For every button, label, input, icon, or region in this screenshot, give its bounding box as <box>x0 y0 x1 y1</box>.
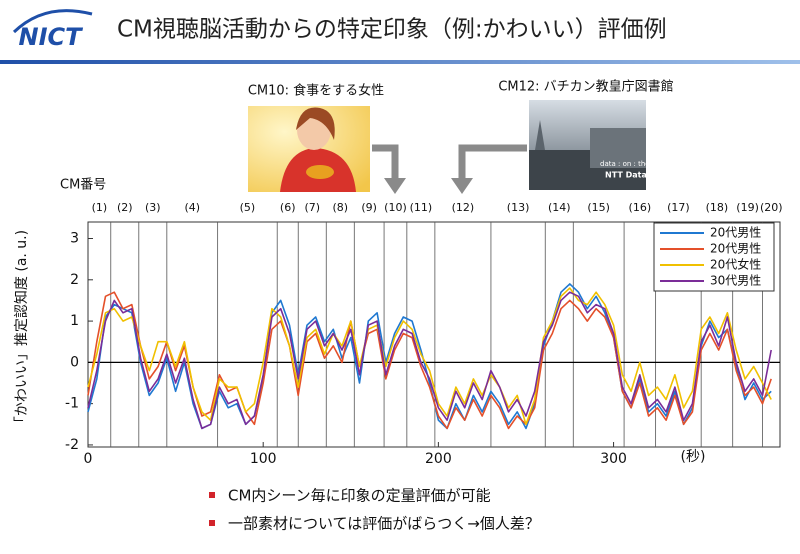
logo: NICT <box>19 23 84 51</box>
image-caption: CM10: 食事をする女性 <box>248 83 384 99</box>
legend-label: 20代男性 <box>710 242 761 256</box>
series-line <box>87 287 772 426</box>
y-axis-label: 「かわいい」推定認知度 (a. u.) <box>13 230 30 430</box>
segment-label: (1) <box>92 201 108 214</box>
legend-label: 20代女性 <box>710 257 761 272</box>
segment-label: (12) <box>452 201 475 214</box>
segment-label: (5) <box>240 201 256 214</box>
segment-label: (18) <box>706 201 729 214</box>
legend-label: 30代男性 <box>710 274 761 288</box>
arrow-head <box>384 178 406 194</box>
image-text: data : on : the future <box>600 160 673 168</box>
segment-label: (7) <box>304 201 320 214</box>
series-line <box>87 291 772 430</box>
header-title: CM視聴脳活動からの特定印象（例:かわいい）評価例 <box>117 17 667 43</box>
series-line <box>87 291 772 430</box>
logo-swoosh <box>12 9 93 34</box>
segment-label: (13) <box>507 201 530 214</box>
segment-label: (3) <box>145 201 161 214</box>
segment-label: (16) <box>629 201 652 214</box>
bullet-text: 一部素材については評価がばらつく→個人差？ <box>228 515 540 533</box>
y-tick-label: -1 <box>65 396 79 412</box>
segment-label: (10) <box>384 201 407 214</box>
segment-label: (2) <box>117 201 133 214</box>
segment-label: (20) <box>760 201 783 214</box>
segment-label: (6) <box>280 201 296 214</box>
image-caption: CM12: バチカン教皇庁図書館 <box>498 79 673 95</box>
x-tick-label: 100 <box>250 451 277 467</box>
header-rule <box>0 60 800 64</box>
y-tick-label: 0 <box>70 354 79 370</box>
legend-box <box>653 222 775 292</box>
arrow-head <box>451 178 473 194</box>
y-tick-label: 3 <box>70 231 79 247</box>
segment-label: (17) <box>667 201 690 214</box>
segment-label: (4) <box>184 201 200 214</box>
segment-title: CM番号 <box>60 178 106 193</box>
y-tick-label: 1 <box>70 313 79 329</box>
arrow <box>372 144 399 180</box>
x-tick-label: 200 <box>425 451 452 467</box>
plot-frame <box>87 221 781 448</box>
segment-label: (14) <box>548 201 571 214</box>
legend-label: 20代男性 <box>710 226 761 240</box>
arrow <box>458 144 527 180</box>
segment-label: (19) <box>736 201 759 214</box>
segment-label: (8) <box>332 201 348 214</box>
bullet-text: CM内シーン毎に印象の定量評価が可能 <box>228 487 491 505</box>
bullet-marker <box>209 492 215 498</box>
segment-label: (15) <box>587 201 610 214</box>
image-cm10 <box>248 106 370 192</box>
segment-label: (11) <box>410 201 433 214</box>
x-tick-label: 0 <box>84 451 93 467</box>
image-cm12: data : on : the future NTT Data <box>529 100 673 190</box>
bullet-marker <box>209 520 215 526</box>
x-tick-label: 300 <box>600 451 627 467</box>
x-axis-label: (秒) <box>681 449 706 465</box>
segment-label: (9) <box>361 201 377 214</box>
y-tick-label: -2 <box>65 437 79 453</box>
y-tick-label: 2 <box>70 272 79 288</box>
image-text: NTT Data <box>605 171 647 180</box>
